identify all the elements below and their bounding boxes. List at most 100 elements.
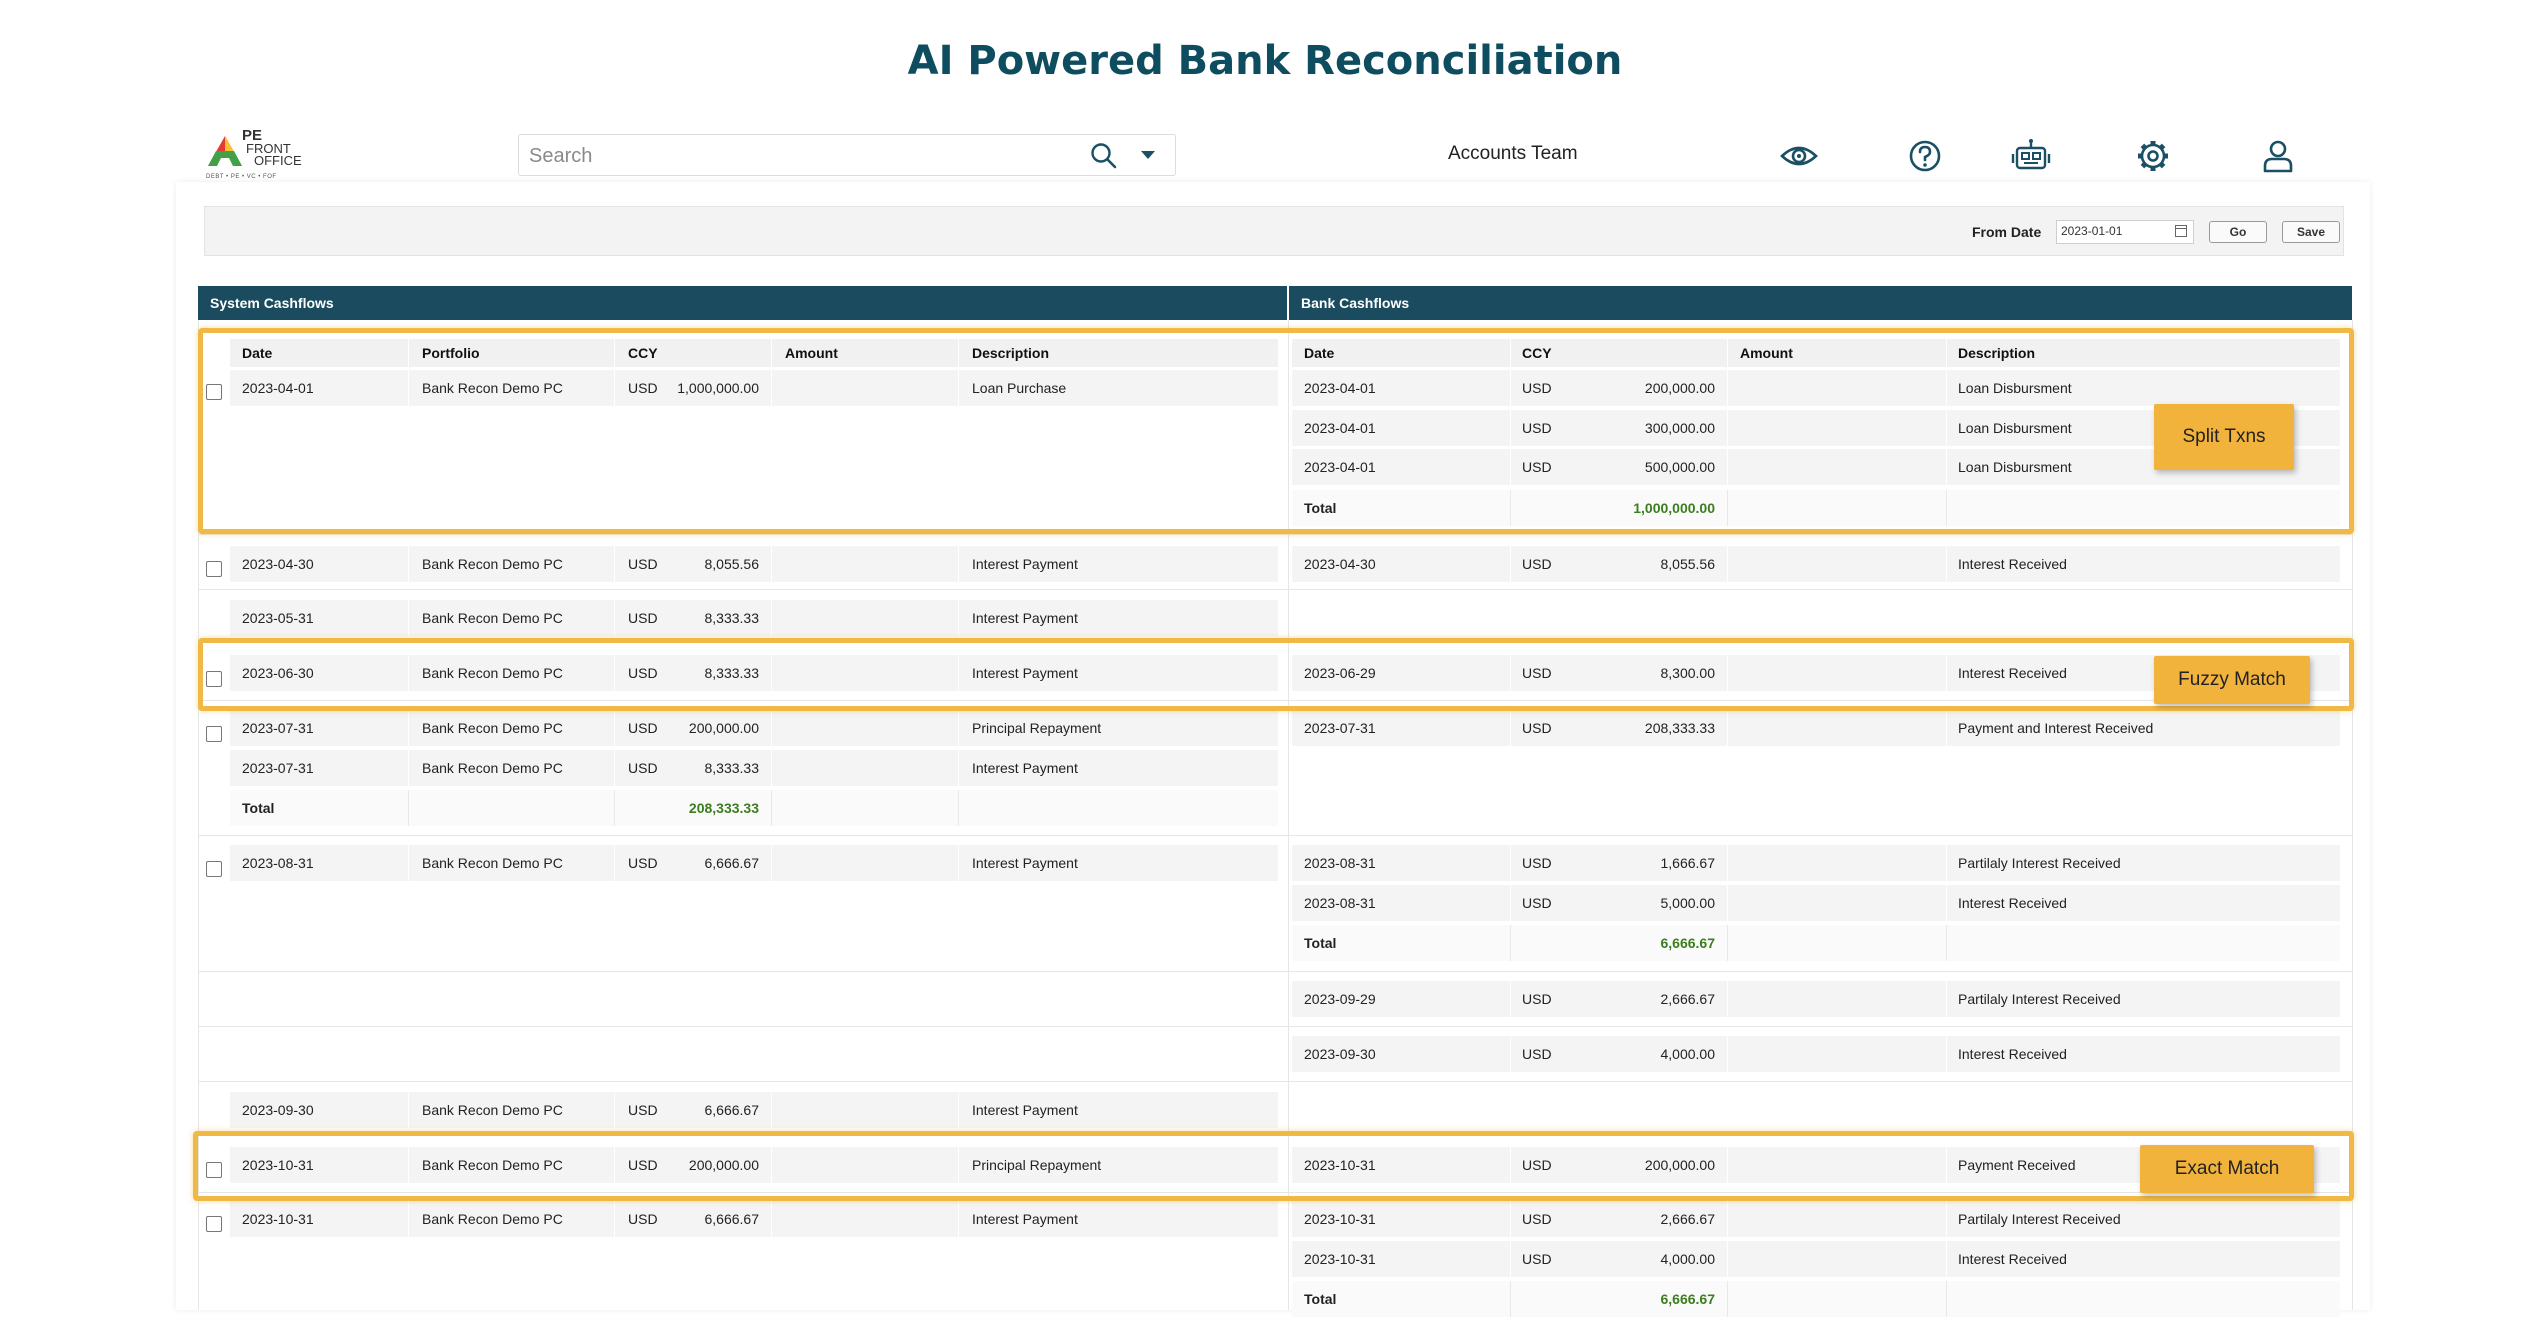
row-checkbox[interactable]	[206, 561, 222, 577]
cell-description: Partilaly Interest Received	[1958, 855, 2121, 871]
from-date-input[interactable]: 2023-01-01	[2056, 220, 2194, 244]
cell-ccy: USD	[1522, 895, 1552, 911]
bank-row: 2023-04-30 USD 8,055.56 Interest Received	[1292, 546, 2340, 582]
cell-date: 2023-09-30	[1304, 1046, 1376, 1062]
search-icon[interactable]	[1089, 141, 1119, 171]
cell-amount: 2,666.67	[1660, 1211, 1716, 1227]
cell-ccy: USD	[1522, 1251, 1552, 1267]
cell-date: 2023-08-31	[1304, 855, 1376, 871]
save-button[interactable]: Save	[2282, 221, 2340, 243]
cell-description: Loan Disbursment	[1958, 459, 2072, 475]
cell-date: 2023-04-01	[1304, 420, 1376, 436]
total-row: Total 208,333.33	[230, 790, 1278, 826]
robot-icon[interactable]	[2011, 136, 2051, 176]
split-txns-tag: Split Txns	[2154, 404, 2294, 470]
cell-amount: 5,000.00	[1660, 895, 1716, 911]
cell-ccy: USD	[1522, 459, 1552, 475]
logo-line-2: FRONT	[246, 141, 291, 156]
col-amount: Amount	[1740, 345, 1793, 361]
cell-ccy: USD	[1522, 380, 1552, 396]
cell-amount: 8,333.33	[704, 760, 760, 776]
cell-date: 2023-04-30	[1304, 556, 1376, 572]
total-value: 6,666.67	[1660, 935, 1716, 951]
cell-date: 2023-04-01	[1304, 459, 1376, 475]
gear-icon[interactable]	[2133, 136, 2173, 176]
cell-description: Interest Payment	[972, 1102, 1078, 1118]
row-checkbox[interactable]	[206, 1216, 222, 1232]
cell-date: 2023-06-29	[1304, 665, 1376, 681]
cell-date: 2023-10-31	[242, 1211, 314, 1227]
cell-portfolio: Bank Recon Demo PC	[422, 610, 563, 626]
cell-description: Partilaly Interest Received	[1958, 991, 2121, 1007]
cell-amount: 208,333.33	[1644, 720, 1715, 736]
cell-amount: 6,666.67	[704, 1102, 760, 1118]
search-input[interactable]	[527, 141, 1091, 171]
cell-description: Loan Disbursment	[1958, 420, 2072, 436]
col-ccy: CCY	[1522, 345, 1552, 361]
cell-ccy: USD	[1522, 1157, 1552, 1173]
calendar-icon[interactable]	[2175, 225, 2187, 237]
bank-row: 2023-09-30 USD 4,000.00 Interest Received	[1292, 1036, 2340, 1072]
row-checkbox[interactable]	[206, 726, 222, 742]
logo-tagline: DEBT • PE • VC • FOF	[206, 174, 277, 180]
cell-description: Interest Received	[1958, 1046, 2067, 1062]
cell-ccy: USD	[628, 855, 658, 871]
cell-portfolio: Bank Recon Demo PC	[422, 1211, 563, 1227]
cell-ccy: USD	[1522, 420, 1552, 436]
system-table-header: Date Portfolio CCY Amount Description	[230, 339, 1278, 367]
cell-date: 2023-06-30	[242, 665, 314, 681]
go-button[interactable]: Go	[2209, 221, 2267, 243]
cell-date: 2023-07-31	[242, 720, 314, 736]
team-label: Accounts Team	[1448, 143, 1578, 164]
cell-ccy: USD	[628, 720, 658, 736]
logo-line-3: OFFICE	[254, 153, 302, 168]
bank-row: 2023-07-31 USD 208,333.33 Payment and Inter…	[1292, 710, 2340, 746]
user-icon[interactable]	[2258, 136, 2298, 176]
help-icon[interactable]	[1905, 136, 1945, 176]
bank-row: 2023-08-31 USD 5,000.00 Interest Received	[1292, 885, 2340, 921]
col-description: Description	[972, 345, 1050, 361]
total-row: Total 6,666.67	[1292, 925, 2340, 961]
cell-description: Interest Received	[1958, 895, 2067, 911]
cell-portfolio: Bank Recon Demo PC	[422, 760, 563, 776]
row-checkbox[interactable]	[206, 861, 222, 877]
col-portfolio: Portfolio	[422, 345, 480, 361]
exact-match-tag: Exact Match	[2140, 1145, 2314, 1193]
bank-table-header: Date CCY Amount Description	[1292, 339, 2340, 367]
search-dropdown-icon[interactable]	[1141, 151, 1155, 159]
row-checkbox[interactable]	[206, 1162, 222, 1178]
cell-date: 2023-10-31	[1304, 1211, 1376, 1227]
bank-row: 2023-08-31 USD 1,666.67 Partilaly Interest …	[1292, 845, 2340, 881]
system-row: 2023-06-30 Bank Recon Demo PC USD 8,333.33 I…	[230, 655, 1278, 691]
cell-ccy: USD	[1522, 855, 1552, 871]
cell-date: 2023-07-31	[1304, 720, 1376, 736]
cell-description: Loan Disbursment	[1958, 380, 2072, 396]
total-label: Total	[1304, 935, 1337, 951]
cell-description: Interest Received	[1958, 665, 2067, 681]
system-row: 2023-07-31 Bank Recon Demo PC USD 8,333.33 I…	[230, 750, 1278, 786]
cell-date: 2023-10-31	[242, 1157, 314, 1173]
company-logo[interactable]: PE FRONT OFFICE DEBT • PE • VC • FOF	[206, 128, 302, 184]
cell-ccy: USD	[1522, 1211, 1552, 1227]
cell-description: Interest Payment	[972, 556, 1078, 572]
cell-date: 2023-09-30	[242, 1102, 314, 1118]
total-label: Total	[242, 800, 275, 816]
cell-amount: 8,300.00	[1660, 665, 1716, 681]
row-checkbox[interactable]	[206, 671, 222, 687]
cell-portfolio: Bank Recon Demo PC	[422, 855, 563, 871]
cell-description: Interest Received	[1958, 1251, 2067, 1267]
eye-icon[interactable]	[1779, 136, 1819, 176]
cell-portfolio: Bank Recon Demo PC	[422, 720, 563, 736]
bank-row: 2023-09-29 USD 2,666.67 Partilaly Interest …	[1292, 981, 2340, 1017]
row-checkbox[interactable]	[206, 384, 222, 400]
cell-amount: 8,055.56	[1660, 556, 1716, 572]
col-amount: Amount	[785, 345, 838, 361]
bank-row: 2023-10-31 USD 2,666.67 Partilaly Interest …	[1292, 1201, 2340, 1237]
cell-description: Interest Payment	[972, 665, 1078, 681]
system-cashflows-header: System Cashflows	[198, 286, 1287, 320]
cell-ccy: USD	[628, 1102, 658, 1118]
cell-amount: 500,000.00	[1644, 459, 1715, 475]
cell-amount: 1,666.67	[1660, 855, 1716, 871]
total-row: Total 1,000,000.00	[1292, 490, 2340, 526]
cell-amount: 8,055.56	[704, 556, 760, 572]
